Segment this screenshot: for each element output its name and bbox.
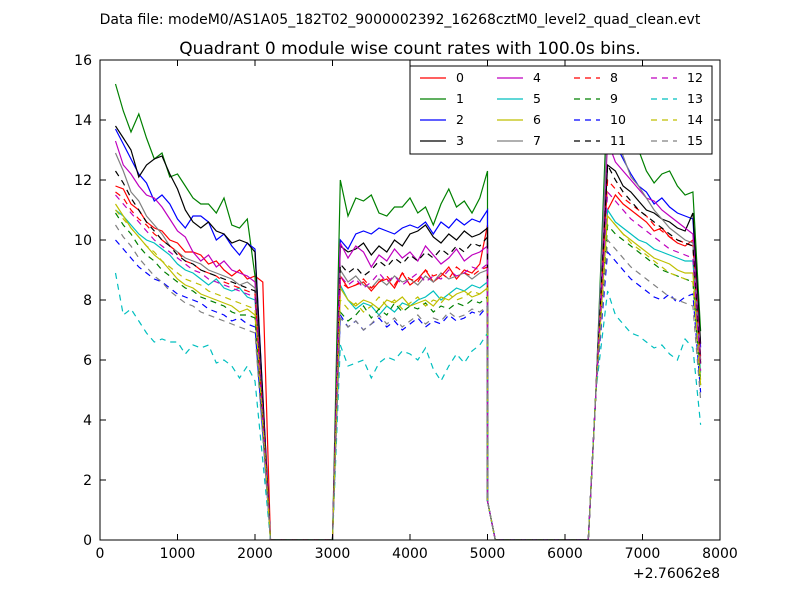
legend-label: 10 — [610, 112, 626, 127]
x-tick-label: 0 — [96, 546, 105, 562]
legend-label: 8 — [610, 70, 618, 85]
legend-box — [409, 65, 713, 155]
legend-label: 5 — [533, 91, 541, 106]
series-line-2 — [114, 119, 702, 540]
y-tick-label: 10 — [74, 233, 92, 249]
series-line-14 — [115, 209, 702, 540]
y-tick-label: 6 — [83, 353, 92, 369]
series-line-4 — [114, 140, 702, 540]
legend-label: 0 — [456, 70, 464, 85]
y-tick-label: 4 — [83, 413, 92, 429]
legend-label: 3 — [456, 133, 464, 148]
legend-label: 4 — [533, 70, 541, 85]
series-line-13 — [114, 272, 702, 540]
legend-label: 9 — [610, 91, 618, 106]
y-tick-label: 14 — [74, 113, 92, 129]
series-line-7 — [114, 117, 702, 540]
y-tick-label: 8 — [83, 293, 92, 309]
series-line-15 — [114, 224, 702, 540]
series-line-6 — [114, 203, 702, 540]
x-tick-label: 3000 — [315, 546, 351, 562]
x-tick-label: 2000 — [237, 546, 273, 562]
legend-label: 7 — [533, 133, 541, 148]
series-line-12 — [115, 190, 702, 540]
x-tick-label: 5000 — [470, 546, 506, 562]
legend-label: 6 — [533, 112, 541, 127]
y-tick-label: 16 — [74, 53, 92, 69]
legend-label: 15 — [687, 133, 703, 148]
series-line-11 — [114, 162, 702, 540]
legend-label: 1 — [456, 91, 464, 106]
series-line-3 — [114, 125, 702, 540]
x-offset-label: +2.76062e8 — [633, 566, 720, 582]
x-tick-label: 7000 — [625, 546, 661, 562]
chart-title: Quadrant 0 module wise count rates with … — [179, 39, 640, 59]
series-line-5 — [115, 208, 702, 540]
x-tick-label: 1000 — [160, 546, 196, 562]
x-tick-label: 4000 — [392, 546, 428, 562]
x-tick-label: 6000 — [547, 546, 583, 562]
legend-label: 11 — [610, 133, 626, 148]
legend-label: 14 — [687, 112, 703, 127]
x-tick-label: 8000 — [702, 546, 738, 562]
legend-label: 12 — [687, 70, 703, 85]
legend-label: 2 — [456, 112, 464, 127]
series-layer — [114, 83, 702, 540]
series-line-0 — [115, 185, 702, 540]
y-tick-label: 12 — [74, 173, 92, 189]
y-tick-label: 2 — [83, 473, 92, 489]
series-line-9 — [114, 212, 702, 540]
series-line-8 — [115, 178, 702, 540]
series-line-10 — [115, 239, 702, 540]
ticks-layer: 0 1000 2000 3000 4000 5000 6000 7000 80000246810… — [74, 53, 738, 562]
legend-label: 13 — [687, 91, 703, 106]
y-tick-label: 0 — [83, 533, 92, 549]
chart-suptitle: Data file: modeM0/AS1A05_182T02_90000023… — [100, 12, 701, 28]
